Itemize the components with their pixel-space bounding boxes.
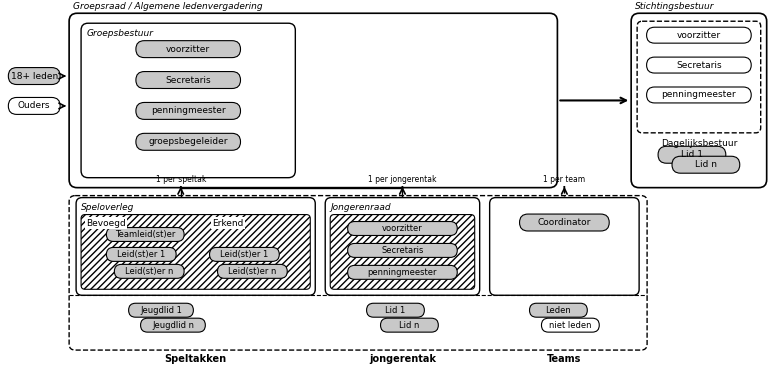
Text: 1 per jongerentak: 1 per jongerentak (368, 175, 437, 184)
Text: Ouders: Ouders (18, 102, 51, 110)
FancyBboxPatch shape (136, 102, 241, 119)
FancyBboxPatch shape (69, 196, 647, 350)
FancyBboxPatch shape (106, 247, 176, 262)
Text: Lid 1: Lid 1 (385, 306, 406, 315)
Text: Jeugdlid n: Jeugdlid n (152, 321, 194, 330)
Text: 1 per speltak: 1 per speltak (155, 175, 206, 184)
FancyBboxPatch shape (81, 215, 310, 289)
Text: Leid(st)er n: Leid(st)er n (125, 267, 173, 276)
Text: Jeugdlid 1: Jeugdlid 1 (140, 306, 182, 315)
Text: penningmeester: penningmeester (661, 90, 737, 99)
FancyBboxPatch shape (672, 156, 740, 173)
FancyBboxPatch shape (330, 215, 475, 289)
FancyBboxPatch shape (76, 198, 315, 295)
FancyBboxPatch shape (646, 27, 751, 43)
Text: Groepsraad / Algemene ledenvergadering: Groepsraad / Algemene ledenvergadering (73, 2, 263, 11)
FancyBboxPatch shape (646, 87, 751, 103)
FancyBboxPatch shape (347, 243, 457, 257)
FancyBboxPatch shape (136, 41, 241, 58)
Text: Leid(st)er 1: Leid(st)er 1 (221, 250, 269, 259)
FancyBboxPatch shape (658, 146, 726, 163)
Text: Secretaris: Secretaris (676, 61, 722, 70)
FancyBboxPatch shape (210, 247, 279, 262)
Text: jongerentak: jongerentak (369, 354, 436, 364)
FancyBboxPatch shape (520, 214, 609, 231)
Text: Jongerenraad: Jongerenraad (330, 203, 391, 212)
FancyBboxPatch shape (529, 303, 587, 317)
Text: Secretaris: Secretaris (382, 246, 423, 255)
FancyBboxPatch shape (631, 13, 767, 187)
Text: 1 per team: 1 per team (543, 175, 585, 184)
FancyBboxPatch shape (114, 264, 184, 278)
FancyBboxPatch shape (326, 198, 479, 295)
Text: Leden: Leden (545, 306, 571, 315)
FancyBboxPatch shape (490, 198, 639, 295)
FancyBboxPatch shape (542, 318, 599, 332)
Text: Stichtingsbestuur: Stichtingsbestuur (635, 2, 715, 11)
FancyBboxPatch shape (347, 222, 457, 235)
Text: voorzitter: voorzitter (166, 45, 211, 54)
Text: Speltakken: Speltakken (165, 354, 227, 364)
FancyBboxPatch shape (637, 21, 761, 133)
FancyBboxPatch shape (141, 318, 205, 332)
Text: niet leden: niet leden (549, 321, 591, 330)
FancyBboxPatch shape (9, 68, 60, 84)
Text: Leid(st)er n: Leid(st)er n (228, 267, 277, 276)
Text: Bevoegd: Bevoegd (86, 218, 126, 228)
Text: Teams: Teams (547, 354, 581, 364)
Text: penningmeester: penningmeester (368, 268, 437, 277)
FancyBboxPatch shape (9, 97, 60, 115)
Text: Lid n: Lid n (399, 321, 420, 330)
FancyBboxPatch shape (136, 71, 241, 89)
FancyBboxPatch shape (218, 264, 287, 278)
Text: Coordinator: Coordinator (538, 218, 591, 227)
Text: Secretaris: Secretaris (166, 76, 211, 84)
FancyBboxPatch shape (367, 303, 424, 317)
Text: Leid(st)er 1: Leid(st)er 1 (117, 250, 166, 259)
FancyBboxPatch shape (129, 303, 193, 317)
Text: Dagelijksbestuur: Dagelijksbestuur (660, 139, 737, 148)
Text: Lid 1: Lid 1 (681, 150, 703, 159)
Text: voorzitter: voorzitter (382, 224, 423, 233)
FancyBboxPatch shape (106, 228, 184, 241)
Text: 18+ leden: 18+ leden (11, 71, 57, 80)
Text: Teamleid(st)er: Teamleid(st)er (115, 230, 176, 239)
Text: groepsbegeleider: groepsbegeleider (148, 137, 228, 146)
FancyBboxPatch shape (646, 57, 751, 73)
FancyBboxPatch shape (347, 265, 457, 279)
FancyBboxPatch shape (81, 23, 295, 178)
Text: penningmeester: penningmeester (151, 106, 225, 115)
Text: voorzitter: voorzitter (677, 31, 721, 40)
FancyBboxPatch shape (381, 318, 438, 332)
Text: Erkend: Erkend (212, 218, 243, 228)
Text: Speloverleg: Speloverleg (81, 203, 134, 212)
FancyBboxPatch shape (69, 13, 557, 187)
FancyBboxPatch shape (136, 133, 241, 150)
Text: Groepsbestuur: Groepsbestuur (87, 29, 154, 38)
Text: Lid n: Lid n (695, 160, 717, 169)
